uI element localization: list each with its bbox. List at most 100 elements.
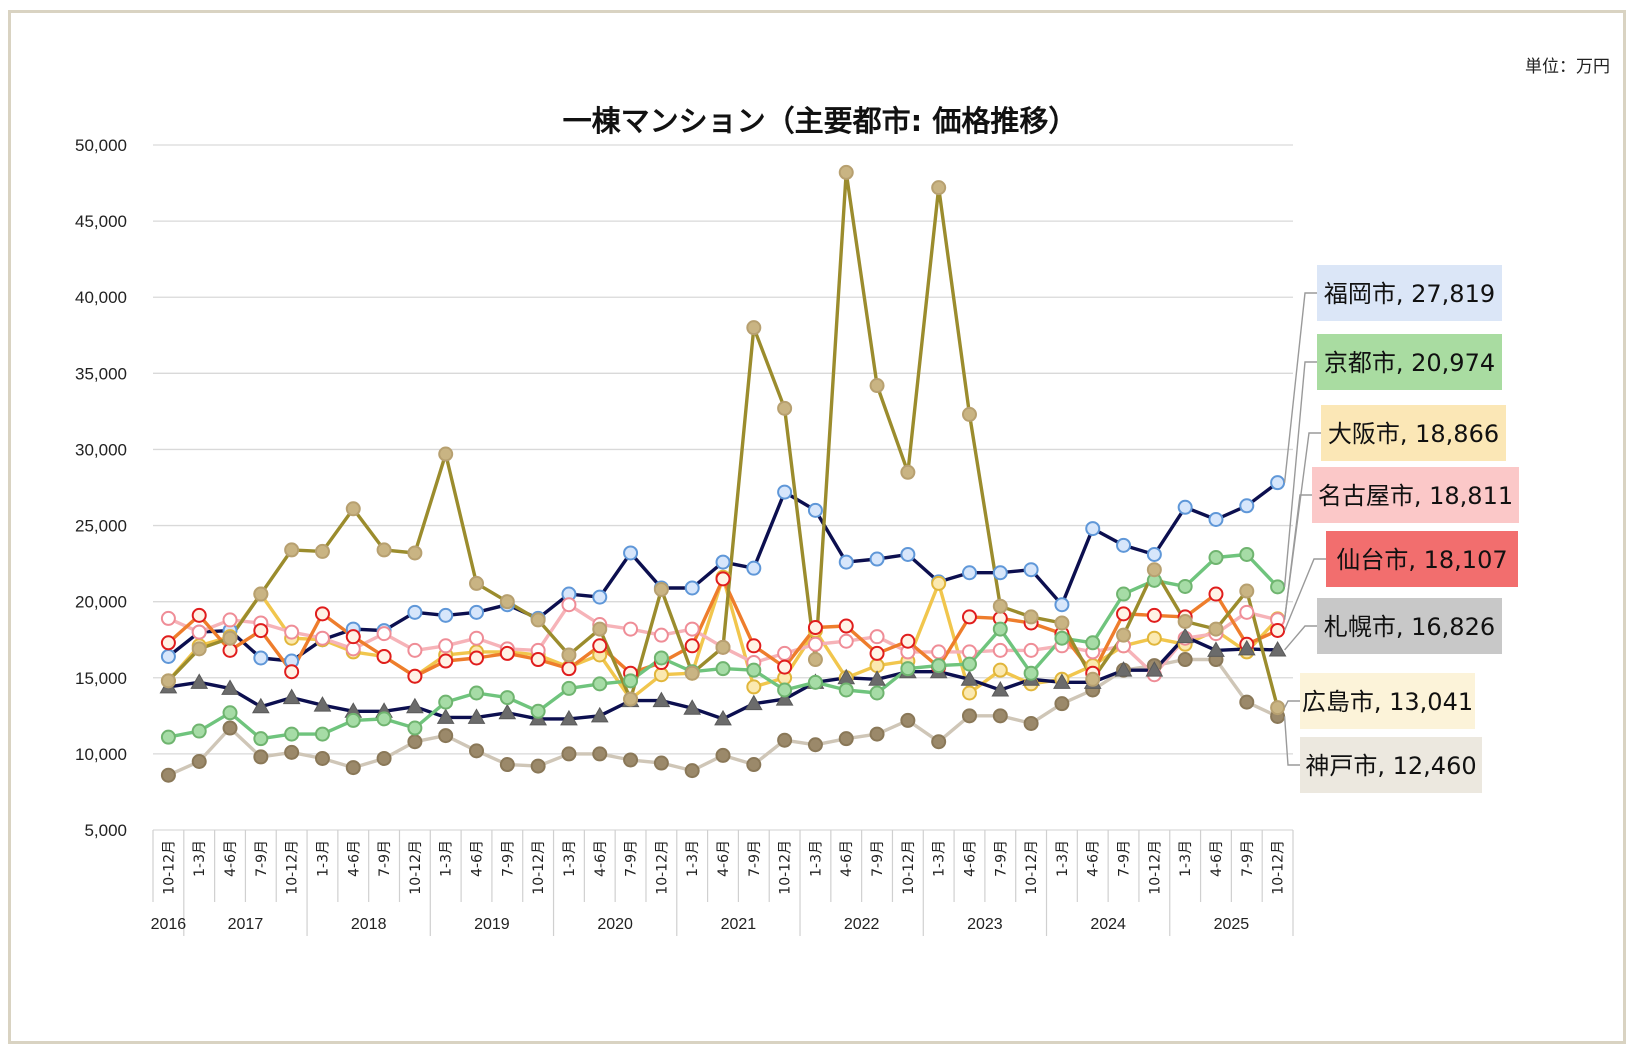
label-leader-line (1283, 700, 1300, 708)
series-line-7 (167, 170, 1280, 709)
data-point (160, 767, 176, 783)
data-point (838, 618, 854, 634)
data-point (807, 674, 823, 690)
data-point (623, 545, 639, 561)
year-label: 2016 (151, 916, 187, 933)
data-point (530, 703, 546, 719)
data-point (436, 708, 455, 724)
data-point (653, 667, 669, 683)
data-point (869, 378, 885, 394)
data-point (807, 636, 823, 652)
data-point (160, 610, 176, 626)
series-label-text: 広島市, 13,041 (1302, 688, 1473, 716)
data-point (1239, 604, 1255, 620)
x-tick-label: 10-12月 (1147, 840, 1163, 895)
data-point (900, 712, 916, 728)
data-point (561, 661, 577, 677)
x-tick-label: 4-6月 (716, 840, 732, 877)
year-label: 2018 (351, 916, 387, 933)
data-point (1176, 627, 1195, 644)
label-leader-line (1283, 716, 1300, 766)
data-point (561, 746, 577, 762)
x-tick-label: 1-3月 (685, 840, 701, 877)
data-point (160, 729, 176, 745)
y-tick-label: 35,000 (75, 364, 127, 383)
data-point (253, 731, 269, 747)
data-point (253, 749, 269, 765)
x-tick-label: 7-9月 (500, 840, 516, 877)
label-leader-line (1283, 558, 1326, 631)
data-point (1054, 696, 1070, 712)
data-point (991, 680, 1010, 697)
data-point (222, 720, 238, 736)
x-tick-label: 1-3月 (562, 840, 578, 877)
data-point (1208, 621, 1224, 637)
data-point (253, 623, 269, 639)
data-point (714, 709, 732, 726)
series-label-box (1312, 467, 1519, 523)
data-point (838, 554, 854, 570)
data-point (284, 542, 300, 558)
data-point (592, 746, 608, 762)
data-point (777, 682, 793, 698)
data-point (499, 690, 515, 706)
y-tick-label: 25,000 (75, 517, 127, 536)
x-axis: 10-12月 1-3月 4-6月 7-9月 10-12月 1-3月 4-6月 7-9月 10-1… (151, 830, 1294, 936)
data-point (623, 752, 639, 768)
data-point (1270, 700, 1286, 716)
x-tick-label: 7-9月 (747, 840, 763, 877)
data-point (469, 575, 485, 591)
y-tick-label: 45,000 (75, 212, 127, 231)
x-tick-label: 10-12月 (901, 840, 917, 895)
data-point (345, 712, 361, 728)
data-point (284, 624, 300, 640)
data-point (376, 711, 392, 727)
data-point (777, 484, 793, 500)
x-tick-label: 7-9月 (993, 840, 1009, 877)
data-point (530, 612, 546, 628)
data-point (746, 757, 762, 773)
data-point (777, 732, 793, 748)
x-tick-label: 10-12月 (1271, 840, 1287, 895)
data-point (1177, 499, 1193, 515)
data-point (1085, 521, 1101, 537)
data-point (438, 728, 454, 744)
data-point (469, 630, 485, 646)
data-point (1208, 550, 1224, 566)
data-point (931, 644, 947, 660)
data-point (1145, 661, 1164, 677)
year-label: 2025 (1214, 916, 1250, 933)
year-label: 2022 (844, 916, 880, 933)
x-tick-label: 7-9月 (870, 840, 886, 877)
x-tick-label: 7-9月 (1117, 840, 1133, 877)
x-tick-label: 7-9月 (624, 840, 640, 877)
data-point (1270, 622, 1286, 638)
data-point (222, 612, 238, 628)
data-point (314, 726, 330, 742)
y-tick-label: 15,000 (75, 669, 127, 688)
y-tick-label: 40,000 (75, 288, 127, 307)
x-tick-label: 4-6月 (962, 840, 978, 877)
data-point (900, 546, 916, 562)
data-point (469, 604, 485, 620)
series-label-text: 京都市, 20,974 (1324, 349, 1495, 377)
label-leader-line (1284, 625, 1317, 651)
data-point (869, 658, 885, 674)
data-point (746, 662, 762, 678)
x-tick-label: 1-3月 (192, 840, 208, 877)
data-point (1239, 498, 1255, 514)
data-point (284, 744, 300, 760)
data-point (715, 554, 731, 570)
data-point (992, 598, 1008, 614)
data-point (653, 581, 669, 597)
data-point (221, 679, 239, 695)
data-point (683, 699, 702, 715)
data-point (900, 464, 916, 480)
label-leader-line (1283, 361, 1317, 587)
x-tick-label: 4-6月 (593, 840, 609, 877)
data-point (253, 650, 269, 666)
data-point (746, 679, 762, 695)
data-point (438, 694, 454, 710)
series-label-box (1317, 598, 1502, 654)
data-point (1208, 511, 1224, 527)
